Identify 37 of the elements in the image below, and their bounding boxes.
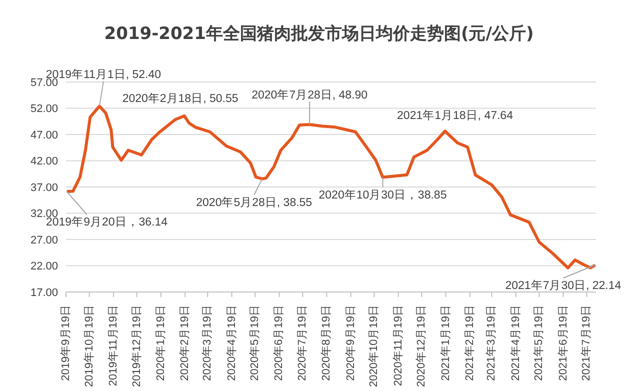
x-tick-label: 2020年4月19日 (226, 305, 238, 381)
y-tick-label: 47.00 (30, 129, 58, 142)
x-tick-label: 2020年10月19日 (368, 305, 380, 387)
annotation: 2020年5月28日, 38.55 (196, 196, 312, 209)
y-tick-label: 37.00 (30, 182, 58, 194)
x-tick-label: 2021年4月19日 (510, 305, 522, 381)
y-tick-label: 27.00 (30, 234, 58, 246)
x-tick-label: 2020年12月19日 (416, 305, 428, 387)
x-tick-label: 2021年1月19日 (440, 305, 452, 381)
annotation: 2020年2月18日, 50.55 (122, 92, 238, 105)
x-tick-label: 2020年7月19日 (296, 305, 309, 381)
x-tick-label: 2020年6月19日 (273, 305, 286, 381)
x-tick-label: 2020年11月19日 (392, 305, 404, 386)
y-tick-label: 52.00 (30, 103, 58, 116)
y-tick-label: 17.00 (30, 286, 58, 299)
x-tick-label: 2021年5月19日 (533, 305, 546, 381)
x-tick-label: 2019年9月19日 (60, 305, 72, 381)
x-tick-label: 2019年11月19日 (107, 305, 120, 386)
annotation: 2020年10月30日，38.85 (318, 188, 447, 202)
x-tick-label: 2021年3月19日 (486, 305, 498, 381)
x-tick-label: 2020年2月19日 (179, 305, 192, 381)
annotation: 2021年7月30日, 22.14 (505, 279, 622, 292)
x-tick-label: 2019年10月19日 (83, 305, 96, 387)
x-tick-label: 2020年5月19日 (249, 305, 262, 381)
y-tick-label: 22.00 (30, 260, 58, 273)
x-tick-label: 2019年12月19日 (130, 305, 143, 387)
chart-title: 2019-2021年全国猪肉批发市场日均价走势图(元/公斤) (103, 23, 535, 45)
x-tick-label: 2020年3月19日 (202, 305, 214, 381)
annotation: 2020年7月28日, 48.90 (252, 88, 368, 102)
x-tick-label: 2021年6月19日 (557, 305, 570, 381)
annotation: 2021年1月18日, 47.64 (397, 109, 514, 122)
x-tick-label: 2020年1月19日 (154, 305, 167, 381)
x-tick-label: 2020年9月19日 (344, 305, 357, 381)
x-tick-label: 2021年2月19日 (464, 305, 476, 381)
x-tick-label: 2020年8月19日 (320, 305, 333, 381)
y-tick-label: 42.00 (30, 156, 58, 168)
x-tick-label: 2021年7月19日 (580, 305, 593, 381)
